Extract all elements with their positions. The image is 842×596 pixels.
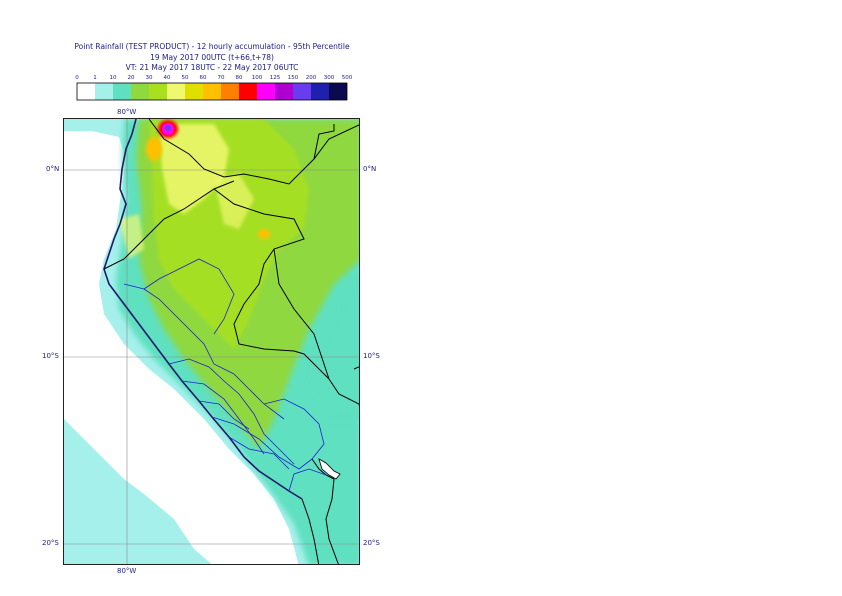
legend-tick-label: 1 <box>93 75 97 81</box>
legend-tick-label: 20 <box>128 75 135 81</box>
legend-swatch <box>113 83 131 100</box>
legend-swatch <box>77 83 95 100</box>
legend-tick-label: 30 <box>146 75 153 81</box>
legend-tick-label: 80 <box>236 75 243 81</box>
rainfall-map <box>64 119 360 565</box>
legend-swatch <box>293 83 311 100</box>
legend-swatch <box>185 83 203 100</box>
lat-label-right-10: 10°S <box>363 352 380 360</box>
lon-label-bottom: 80°W <box>117 567 136 575</box>
lat-label-left-20: 20°S <box>42 539 59 547</box>
legend-tick-label: 50 <box>182 75 189 81</box>
lat-label-left-10: 10°S <box>42 352 59 360</box>
legend-tick-label: 300 <box>324 75 335 81</box>
lat-label-right-0: 0°N <box>363 165 376 173</box>
legend-swatch <box>167 83 185 100</box>
legend-tick-label: 500 <box>342 75 353 81</box>
map-frame <box>63 118 360 565</box>
rain-zone-60-70 <box>146 137 162 161</box>
lat-label-right-20: 20°S <box>363 539 380 547</box>
lat-label-left-0: 0°N <box>46 165 59 173</box>
lon-label-top: 80°W <box>117 108 136 116</box>
legend-tick-label: 150 <box>288 75 299 81</box>
legend-swatch <box>257 83 275 100</box>
legend-swatch <box>95 83 113 100</box>
legend-tick-label: 70 <box>218 75 225 81</box>
legend-tick-label: 40 <box>164 75 171 81</box>
title-line-1: Point Rainfall (TEST PRODUCT) - 12 hourl… <box>0 42 424 52</box>
legend-swatch <box>221 83 239 100</box>
legend-swatch <box>311 83 329 100</box>
legend-tick-label: 0 <box>75 75 79 81</box>
legend-swatch <box>203 83 221 100</box>
legend-swatch <box>149 83 167 100</box>
rain-zone-150-200 <box>165 125 171 131</box>
legend-tick-label: 200 <box>306 75 317 81</box>
legend-swatch <box>275 83 293 100</box>
legend-tick-label: 100 <box>252 75 263 81</box>
title-line-3: VT: 21 May 2017 18UTC - 22 May 2017 06UT… <box>0 63 424 73</box>
title-line-2: 19 May 2017 00UTC (t+66,t+78) <box>0 53 424 63</box>
legend-swatch <box>329 83 347 100</box>
legend-swatch <box>239 83 257 100</box>
legend-tick-label: 10 <box>110 75 117 81</box>
rain-zone-60-70-b <box>258 229 270 239</box>
legend-swatch <box>131 83 149 100</box>
legend-tick-label: 60 <box>200 75 207 81</box>
legend-tick-label: 125 <box>270 75 281 81</box>
